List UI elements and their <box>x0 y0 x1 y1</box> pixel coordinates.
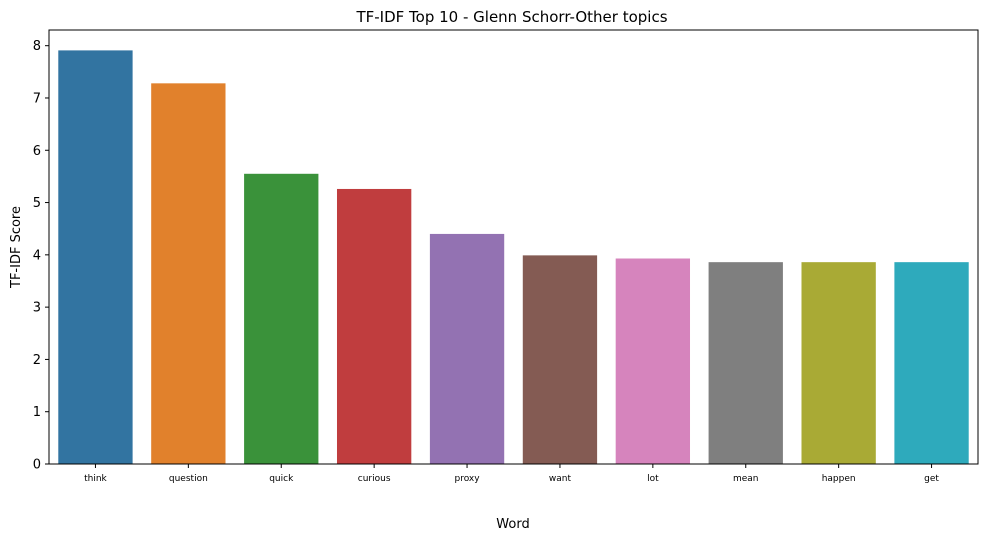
bar-lot <box>615 258 691 464</box>
x-tick-label: get <box>924 474 939 484</box>
chart-title: TF-IDF Top 10 - Glenn Schorr-Other topic… <box>355 8 667 26</box>
bar-happen <box>801 262 876 464</box>
bar-quick <box>244 173 319 465</box>
bar-proxy <box>429 233 505 464</box>
x-tick-label: curious <box>358 474 391 484</box>
x-tick-label: think <box>84 474 107 484</box>
bar-want <box>522 255 598 464</box>
y-axis: 0 1 2 3 4 5 6 7 8 <box>33 39 49 473</box>
x-tick-label: lot <box>647 474 659 484</box>
y-tick-label: 7 <box>33 91 41 106</box>
bar-curious <box>336 188 412 464</box>
x-tick-label: want <box>549 474 572 484</box>
x-tick-label: proxy <box>454 474 480 484</box>
y-tick-label: 3 <box>33 301 41 316</box>
y-tick-label: 1 <box>33 405 41 420</box>
x-tick-label: mean <box>733 474 759 484</box>
y-tick-label: 5 <box>33 196 41 211</box>
x-axis: think question quick curious proxy want lot mea… <box>84 464 939 484</box>
bar-get <box>894 262 969 464</box>
x-axis-label: Word <box>496 517 529 532</box>
y-axis-label: TF-IDF Score <box>9 206 24 289</box>
y-tick-label: 2 <box>33 353 41 368</box>
y-tick-label: 4 <box>33 248 41 263</box>
bar-mean <box>708 262 783 464</box>
y-tick-label: 8 <box>33 39 41 54</box>
plot-frame <box>48 29 979 465</box>
x-tick-label: quick <box>269 474 294 484</box>
bar-question <box>151 83 226 465</box>
x-tick-label: question <box>169 474 208 484</box>
x-tick-label: happen <box>822 474 856 484</box>
y-tick-label: 6 <box>33 144 41 159</box>
bars-group <box>58 50 969 465</box>
bar-think <box>58 50 133 465</box>
y-tick-label: 0 <box>33 458 41 473</box>
